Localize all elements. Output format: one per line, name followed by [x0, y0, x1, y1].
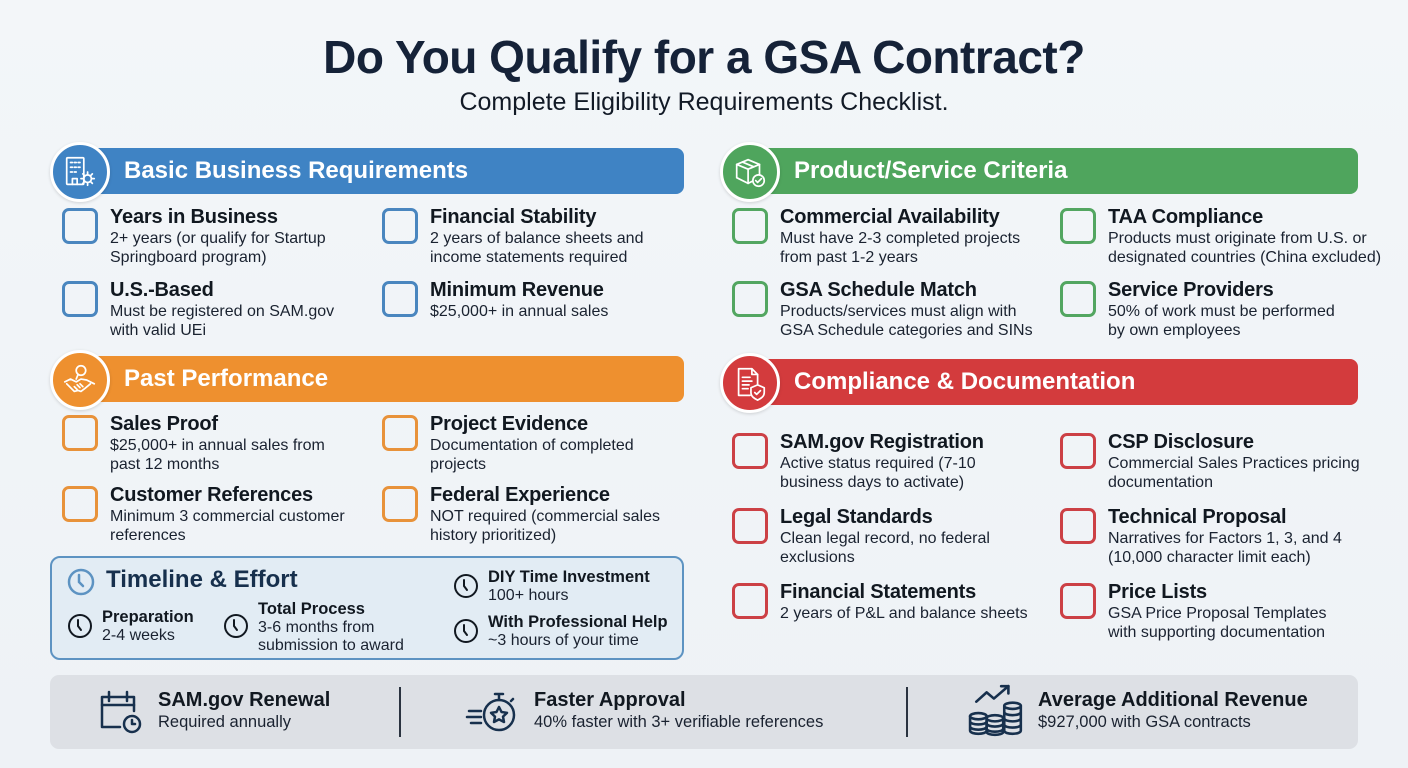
footer-stats-bar: SAM.gov Renewal Required annually Faster…: [50, 675, 1358, 749]
item-description: 2 years of balance sheets and income sta…: [430, 230, 644, 266]
clock-icon: [224, 614, 248, 638]
item-title: CSP Disclosure: [1108, 431, 1254, 453]
checkbox[interactable]: [732, 281, 768, 317]
item-title: Federal Experience: [430, 484, 610, 506]
item-title: Financial Stability: [430, 206, 597, 228]
section-header: Product/Service Criteria: [760, 148, 1358, 194]
checkbox[interactable]: [732, 508, 768, 544]
item-description: Commercial Sales Practices pricing docum…: [1108, 455, 1360, 491]
section-header: Basic Business Requirements: [90, 148, 684, 194]
divider: [399, 687, 401, 737]
page-title: Do You Qualify for a GSA Contract?: [323, 31, 1085, 83]
checkbox[interactable]: [732, 583, 768, 619]
item-description: GSA Price Proposal Templates with suppor…: [1108, 605, 1327, 641]
item-title: Technical Proposal: [1108, 506, 1287, 528]
checkbox[interactable]: [62, 208, 98, 244]
handshake-magnifier-icon: [50, 350, 110, 410]
item-description: Active status required (7-10 business da…: [780, 455, 976, 491]
coins-growth-icon: [968, 684, 1023, 737]
item-title: SAM.gov Registration: [780, 431, 984, 453]
section-header: Past Performance: [90, 356, 684, 402]
item-description: 2 years of P&L and balance sheets: [780, 605, 1028, 622]
timeline-value: 100+ hours: [488, 587, 569, 604]
timeline-effort-panel: Timeline & Effort Preparation 2-4 weeks …: [50, 556, 684, 660]
item-title: GSA Schedule Match: [780, 279, 977, 301]
page-subtitle: Complete Eligibility Requirements Checkl…: [459, 88, 949, 116]
checkbox[interactable]: [1060, 508, 1096, 544]
item-description: $25,000+ in annual sales from past 12 mo…: [110, 437, 325, 473]
item-description: Narratives for Factors 1, 3, and 4 (10,0…: [1108, 530, 1342, 566]
box-check-icon: [720, 142, 780, 202]
clock-icon: [67, 568, 95, 596]
section-past-performance: Past Performance Sales Proof $25,000+ in…: [50, 350, 684, 550]
item-description: Minimum 3 commercial customer references: [110, 508, 345, 544]
item-title: U.S.-Based: [110, 279, 214, 301]
footer-value: 40% faster with 3+ verifiable references: [534, 713, 824, 731]
item-description: 2+ years (or qualify for Startup Springb…: [110, 230, 326, 266]
checkbox[interactable]: [732, 208, 768, 244]
section-header: Compliance & Documentation: [760, 359, 1358, 405]
clock-icon: [454, 574, 478, 598]
item-description: Documentation of completed projects: [430, 437, 634, 473]
section-basic-business: Basic Business Requirements Years in Bus…: [50, 142, 684, 352]
timeline-value: 3-6 months from: [258, 619, 375, 636]
checkbox[interactable]: [382, 208, 418, 244]
checkbox[interactable]: [1060, 583, 1096, 619]
checkbox[interactable]: [382, 486, 418, 522]
timeline-value: 2-4 weeks: [102, 627, 175, 644]
item-title: Minimum Revenue: [430, 279, 604, 301]
item-title: Service Providers: [1108, 279, 1274, 301]
item-description: Clean legal record, no federal exclusion…: [780, 530, 990, 566]
footer-label: SAM.gov Renewal: [158, 689, 331, 711]
document-shield-icon: [720, 353, 780, 413]
building-gear-icon: [50, 142, 110, 202]
checkbox[interactable]: [732, 433, 768, 469]
item-title: Commercial Availability: [780, 206, 1000, 228]
checkbox[interactable]: [1060, 281, 1096, 317]
timeline-value: ~3 hours of your time: [488, 632, 639, 649]
checkbox[interactable]: [62, 415, 98, 451]
calendar-clock-icon: [100, 690, 142, 734]
checkbox[interactable]: [382, 415, 418, 451]
timeline-label: DIY Time Investment: [488, 568, 650, 586]
footer-value: Required annually: [158, 713, 292, 731]
item-title: Years in Business: [110, 206, 278, 228]
item-description: Products must originate from U.S. or des…: [1108, 230, 1382, 266]
item-description: NOT required (commercial sales history p…: [430, 508, 660, 544]
clock-icon: [68, 614, 92, 638]
item-description: 50% of work must be performed by own emp…: [1108, 303, 1335, 339]
checkbox[interactable]: [382, 281, 418, 317]
item-title: Customer References: [110, 484, 313, 506]
item-title: Price Lists: [1108, 581, 1207, 603]
item-description: Must have 2-3 completed projects from pa…: [780, 230, 1021, 266]
clock-icon: [454, 619, 478, 643]
timeline-label: With Professional Help: [488, 613, 668, 631]
item-title: Legal Standards: [780, 506, 933, 528]
section-product-service: Product/Service Criteria Commercial Avai…: [720, 142, 1381, 352]
timeline-value-line2: submission to award: [258, 637, 404, 654]
footer-label: Average Additional Revenue: [1038, 689, 1308, 711]
timeline-label: Total Process: [258, 600, 365, 618]
item-description: $25,000+ in annual sales: [430, 303, 609, 320]
divider: [906, 687, 908, 737]
item-title: Financial Statements: [780, 581, 977, 603]
checkbox[interactable]: [1060, 208, 1096, 244]
stopwatch-star-icon: [465, 692, 516, 732]
item-title: Project Evidence: [430, 413, 588, 435]
timeline-title: Timeline & Effort: [106, 566, 298, 593]
checkbox[interactable]: [1060, 433, 1096, 469]
checkbox[interactable]: [62, 486, 98, 522]
item-description: Must be registered on SAM.gov with valid…: [110, 303, 335, 339]
item-title: Sales Proof: [110, 413, 218, 435]
item-title: TAA Compliance: [1108, 206, 1263, 228]
timeline-label: Preparation: [102, 608, 194, 626]
item-description: Products/services must align with GSA Sc…: [780, 303, 1033, 339]
footer-label: Faster Approval: [534, 689, 686, 711]
footer-value: $927,000 with GSA contracts: [1038, 713, 1251, 731]
checkbox[interactable]: [62, 281, 98, 317]
section-compliance-documentation: Compliance & Documentation SAM.gov Regis…: [720, 353, 1360, 653]
